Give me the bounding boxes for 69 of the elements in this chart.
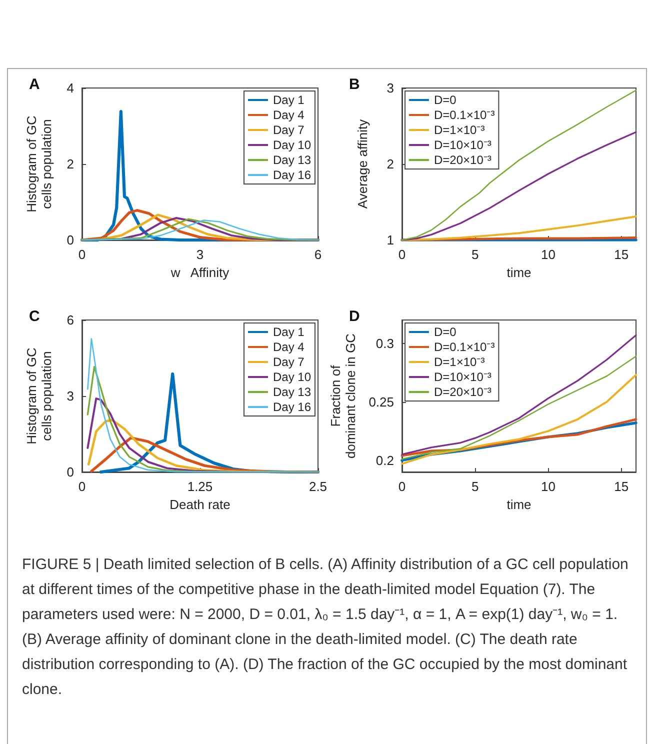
y-tick-label: 0.25	[368, 394, 394, 410]
y-tick-label: 0.3	[376, 336, 394, 351]
y-tick-label: 0	[66, 232, 74, 248]
y-tick-label: 0	[66, 464, 74, 480]
x-axis-title: time	[506, 497, 532, 512]
legend-label: Day 16	[272, 168, 312, 182]
legend-label: D=20×10⁻³	[434, 153, 492, 167]
legend-label: D=1×10⁻³	[434, 355, 485, 369]
chart-title: B	[349, 76, 360, 93]
legend-label: Day 10	[272, 138, 312, 152]
y-axis-title: Histogram of GC cells population	[24, 116, 54, 212]
legend-label: D=20×10⁻³	[434, 385, 492, 399]
legend-label: D=10×10⁻³	[434, 138, 492, 152]
y-axis-title: Fraction of dominant clone in GC	[328, 333, 358, 459]
line-series	[87, 418, 320, 474]
x-tick-label: 15	[614, 247, 629, 262]
legend-label: Day 7	[272, 355, 305, 369]
y-tick-label: 1	[386, 232, 394, 248]
x-tick-label: 2.5	[308, 479, 328, 494]
x-axis-title: time	[506, 265, 532, 280]
x-axis-title: w Affinity	[170, 265, 230, 280]
line-series	[86, 398, 319, 473]
x-tick-label: 0	[78, 247, 86, 262]
y-tick-label: 2	[386, 156, 394, 172]
legend-label: Day 1	[272, 325, 305, 339]
x-tick-label: 10	[541, 479, 556, 494]
x-tick-label: 6	[314, 247, 322, 262]
x-tick-label: 0	[398, 247, 406, 262]
legend-label: Day 1	[272, 93, 305, 107]
legend-label: D=10×10⁻³	[434, 370, 492, 384]
legend-label: Day 13	[272, 385, 312, 399]
line-series	[87, 338, 319, 473]
x-tick-label: 3	[196, 247, 204, 262]
x-tick-label: 5	[472, 247, 479, 262]
line-series	[401, 356, 637, 460]
y-tick-label: 0.2	[376, 452, 394, 468]
legend-label: D=0.1×10⁻³	[434, 340, 495, 354]
y-axis-title: Histogram of GC cells population	[24, 348, 54, 444]
y-tick-label: 3	[66, 388, 74, 404]
legend-label: Day 7	[272, 123, 305, 137]
legend-label: D=1×10⁻³	[434, 123, 485, 137]
caption: FIGURE 5 | Death limited selection of B cells. (A) Affinity distribution of a GC cell population at different times of the competitive phase in the death-limited model Equation (7). The parameters used were: N = 2000, D = 0.01, λ₀ = 1.5 day⁻¹, α = 1, A = exp(1) day⁻¹, w₀ = 1. (B) Average affinity of dominant clone in the death-limited model. (C) The death rate distribution corresponding to (A). (D) The fraction of the GC occupied by the most dominant clone.	[22, 555, 630, 700]
y-axis-title: Average affinity	[355, 118, 370, 209]
x-tick-label: 0	[398, 479, 406, 494]
legend-label: D=0.1×10⁻³	[434, 108, 495, 122]
legend-label: Day 4	[272, 340, 305, 354]
line-series	[400, 418, 638, 457]
y-tick-label: 4	[66, 80, 74, 96]
legend-label: D=0	[434, 325, 457, 339]
y-tick-label: 2	[66, 156, 74, 172]
line-series	[401, 374, 637, 465]
x-tick-label: 15	[614, 479, 629, 494]
legend-label: Day 16	[272, 400, 312, 414]
legend-label: Day 4	[272, 108, 305, 122]
legend-label: D=0	[434, 93, 457, 107]
y-tick-label: 3	[386, 80, 394, 96]
x-tick-label: 1.25	[187, 479, 213, 494]
chart-title: A	[29, 76, 40, 93]
x-axis-title: Death rate	[170, 497, 230, 512]
chart-title: D	[349, 308, 360, 325]
legend-label: Day 13	[272, 153, 312, 167]
y-tick-label: 6	[66, 312, 74, 328]
x-tick-label: 0	[78, 479, 86, 494]
chart-title: C	[29, 308, 40, 325]
line-series	[401, 215, 637, 241]
legend-label: Day 10	[272, 370, 312, 384]
x-tick-label: 5	[472, 479, 479, 494]
x-tick-label: 10	[541, 247, 556, 262]
line-series	[401, 90, 637, 241]
